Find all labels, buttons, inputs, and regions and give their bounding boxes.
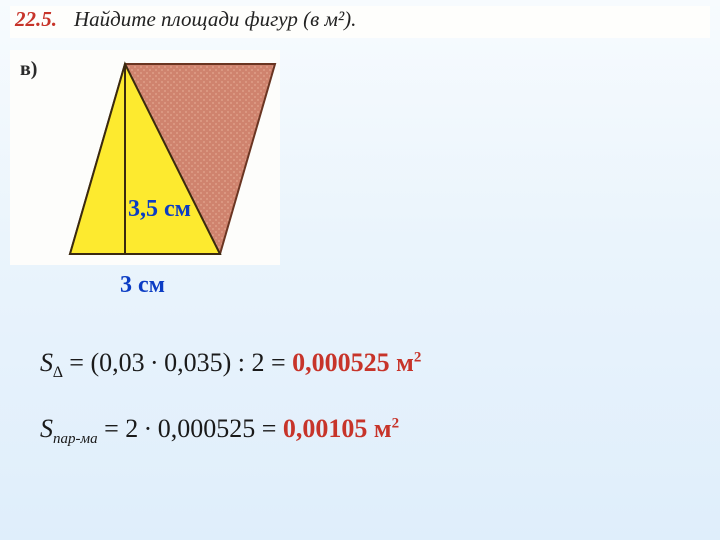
problem-number: 22.5. (15, 7, 57, 32)
result-triangle: 0,000525 м2 (292, 348, 421, 377)
equation-triangle: S∆ = (0,03 ∙ 0,035) : 2 = 0,000525 м2 (40, 348, 421, 382)
parallelogram-figure (50, 54, 285, 264)
expr-parallelogram: = 2 ∙ 0,000525 = (98, 414, 283, 443)
part-label: в) (20, 58, 37, 81)
symbol-S-triangle: S (40, 348, 53, 377)
symbol-S-parallelogram: S (40, 414, 53, 443)
dimension-slant: 3,5 см (128, 196, 191, 223)
sub-triangle: ∆ (53, 364, 63, 381)
problem-text: Найдите площади фигур (в м²). (74, 7, 356, 32)
expr-triangle: = (0,03 ∙ 0,035) : 2 = (63, 348, 292, 377)
sub-parallelogram: пар-ма (53, 431, 98, 447)
dimension-base: 3 см (120, 272, 165, 299)
equation-parallelogram: Sпар-ма = 2 ∙ 0,000525 = 0,00105 м2 (40, 414, 421, 448)
equations-block: S∆ = (0,03 ∙ 0,035) : 2 = 0,000525 м2 Sп… (40, 348, 421, 480)
result-parallelogram: 0,00105 м2 (283, 414, 399, 443)
problem-header: 22.5. Найдите площади фигур (в м²). (10, 6, 710, 38)
